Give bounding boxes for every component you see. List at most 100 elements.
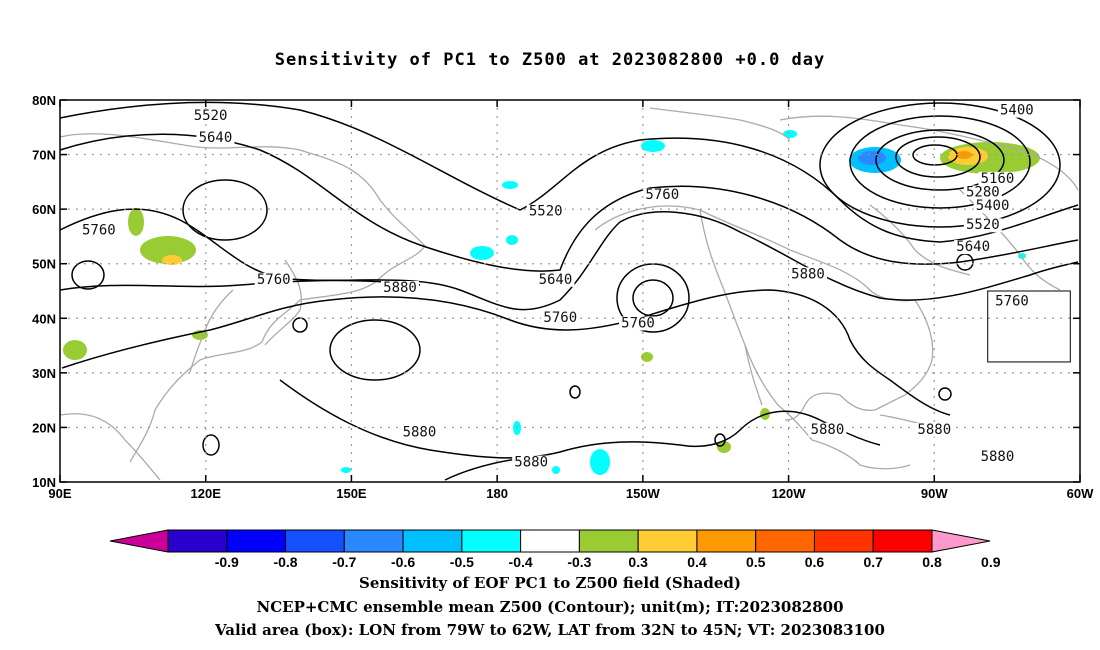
lat-tick-label: 70N (32, 148, 56, 163)
contour-labels: 5520564054005160528054005520564057605520… (79, 103, 1036, 471)
contour-label-bg (536, 272, 575, 287)
colorbar-label: -0.6 (391, 554, 415, 570)
colorbar-label: -0.7 (332, 554, 356, 570)
lat-tick-label: 50N (32, 257, 56, 272)
contour-label: 5640 (956, 239, 990, 255)
negative-patch (641, 140, 665, 152)
closed-contour-small (202, 434, 220, 456)
coastline (264, 259, 302, 346)
map-title: Sensitivity of PC1 to Z500 at 2023082800… (274, 50, 826, 70)
colorbar-label: -0.5 (450, 554, 474, 570)
contour-label: 5880 (383, 280, 417, 296)
positive-patch (63, 340, 87, 360)
lat-tick-label: 30N (32, 366, 56, 381)
positive-patch (128, 208, 144, 236)
colorbar-label: 0.3 (628, 554, 648, 570)
contour-label: 5160 (981, 171, 1015, 187)
coastline (869, 204, 971, 276)
contour-label: 5280 (966, 185, 1000, 201)
colorbar-label: 0.8 (922, 554, 942, 570)
coastline (744, 344, 763, 406)
lat-lon-grid (60, 100, 1080, 482)
contour-label: 5760 (645, 187, 679, 203)
contour-label-bg (254, 272, 293, 287)
closed-contour-high-pacific (329, 319, 421, 381)
positive-patch (641, 352, 653, 362)
colorbar-label: 0.4 (687, 554, 707, 570)
lon-tick-label: 120W (772, 486, 807, 501)
contour-label-bg (400, 425, 439, 440)
colorbar-segment (402, 529, 463, 553)
lat-tick-label: 20N (32, 420, 56, 435)
contour-label-bg (963, 185, 1002, 200)
negative-patch (470, 246, 494, 260)
caption-shading: Sensitivity of EOF PC1 to Z500 field (Sh… (359, 574, 741, 592)
coastline (59, 413, 161, 481)
negative-patch (858, 151, 886, 165)
closed-contour-cutoff-low (632, 279, 674, 317)
contour-5880 (61, 289, 951, 416)
coastline (59, 133, 426, 281)
positive-patch (162, 255, 182, 265)
colorbar-segment (226, 529, 287, 553)
contour-label-bg (526, 204, 565, 219)
contour-label-bg (79, 223, 118, 238)
negative-patch (783, 130, 797, 138)
contour-5880-south (279, 379, 881, 459)
coastline (649, 107, 791, 141)
contour-label-bg (789, 267, 827, 282)
positive-patch (717, 441, 731, 453)
colorbar-end-high (931, 529, 991, 553)
contour-label-bg (541, 311, 580, 326)
positive-patch (140, 236, 196, 264)
coastline (189, 289, 234, 373)
contour-label-bg (978, 171, 1017, 186)
contour-label: 5760 (257, 272, 291, 288)
contour-label-bg (381, 281, 419, 295)
coastline (594, 205, 916, 302)
colorbar-label: -0.3 (567, 554, 591, 570)
lat-tick-label: 10N (32, 475, 56, 490)
sensitivity-shading (63, 130, 1040, 475)
colorbar-segment (461, 529, 522, 553)
colorbar-segment (343, 529, 404, 553)
contour-label-bg (512, 455, 551, 470)
closed-contour-greenland-5 (819, 102, 1061, 228)
contour-label-bg (973, 199, 1012, 214)
z500-contours (59, 101, 1079, 481)
caption-contour: NCEP+CMC ensemble mean Z500 (Contour); u… (256, 598, 844, 616)
colorbar-segment (813, 529, 874, 553)
contour-label: 5760 (543, 310, 577, 326)
colorbar-label: 0.7 (863, 554, 883, 570)
axis-ticks: 90E 120E 150E 180 150W 120W 90W 60W 10N 20N 30N 40N… (32, 93, 1094, 501)
contour-label: 5880 (917, 422, 951, 438)
lon-tick-label: 180 (486, 486, 508, 501)
coastline (811, 439, 911, 470)
contour-label-bg (963, 218, 1002, 233)
contour-label-bg (915, 422, 954, 437)
colorbar-segment (637, 529, 698, 553)
colorbar-segment (872, 529, 933, 553)
colorbar-label: 0.6 (805, 554, 825, 570)
coastline (129, 279, 379, 463)
colorbar-segment (696, 529, 757, 553)
colorbar-label: -0.9 (215, 554, 239, 570)
contour-label: 5880 (981, 449, 1015, 465)
closed-contour-greenland-2 (895, 136, 981, 178)
negative-patch (341, 467, 351, 473)
closed-contour-small (569, 385, 581, 399)
lat-tick-label: 80N (32, 93, 56, 108)
contour-label: 5400 (976, 198, 1010, 214)
contour-label: 5880 (811, 422, 845, 438)
coastline (784, 392, 841, 421)
valid-area-box (987, 290, 1071, 363)
colorbar-label: -0.4 (509, 554, 533, 570)
contour-label-bg (997, 103, 1036, 118)
negative-patch (552, 466, 560, 474)
contour-5760 (59, 208, 1079, 311)
closed-contour-low-west (71, 260, 105, 290)
contour-label-bg (643, 188, 682, 203)
contour-label: 5520 (194, 108, 228, 124)
coastline (779, 115, 1079, 191)
